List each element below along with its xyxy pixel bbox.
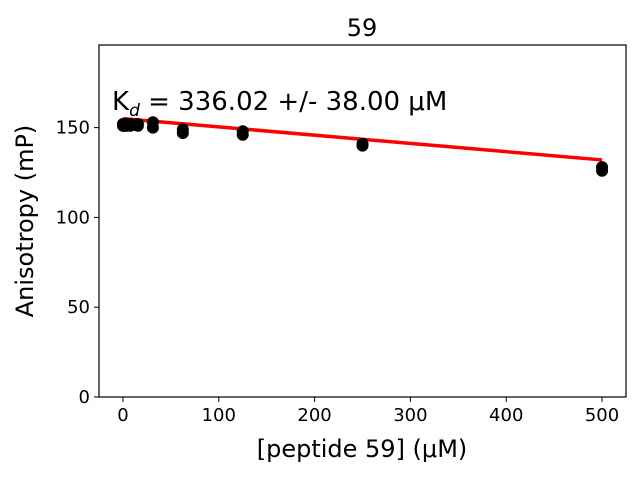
- data-point: [236, 125, 249, 138]
- y-tick-label: 50: [67, 297, 90, 318]
- x-tick-label: 0: [117, 405, 128, 426]
- x-tick-label: 500: [585, 405, 619, 426]
- data-point: [596, 161, 609, 174]
- data-point: [146, 116, 159, 129]
- plot-frame: [98, 44, 627, 398]
- x-tick-label: 300: [393, 405, 427, 426]
- data-point: [131, 119, 144, 132]
- y-axis-label: Anisotropy (mP): [11, 125, 39, 318]
- data-point: [176, 123, 189, 136]
- x-tick-label: 200: [297, 405, 331, 426]
- chart-title: 59: [347, 14, 378, 42]
- kd-annotation-prefix: K: [112, 87, 130, 117]
- plot-area: [116, 116, 609, 177]
- x-tick-label: 400: [489, 405, 523, 426]
- x-axis: 0 100 200 300 400 500: [117, 397, 619, 426]
- y-tick-label: 150: [56, 118, 90, 139]
- y-tick-label: 100: [56, 207, 90, 228]
- x-tick-label: 100: [202, 405, 236, 426]
- kd-annotation-subscript: d: [129, 101, 140, 121]
- kd-annotation: Kd = 336.02 +/- 38.00 μM: [112, 87, 447, 121]
- y-axis: 0 50 100 150: [56, 118, 99, 408]
- x-axis-label: [peptide 59] (μM): [257, 435, 468, 463]
- kd-annotation-value: = 336.02 +/- 38.00 μM: [140, 87, 447, 117]
- data-point: [356, 137, 369, 150]
- y-tick-label: 0: [79, 387, 90, 408]
